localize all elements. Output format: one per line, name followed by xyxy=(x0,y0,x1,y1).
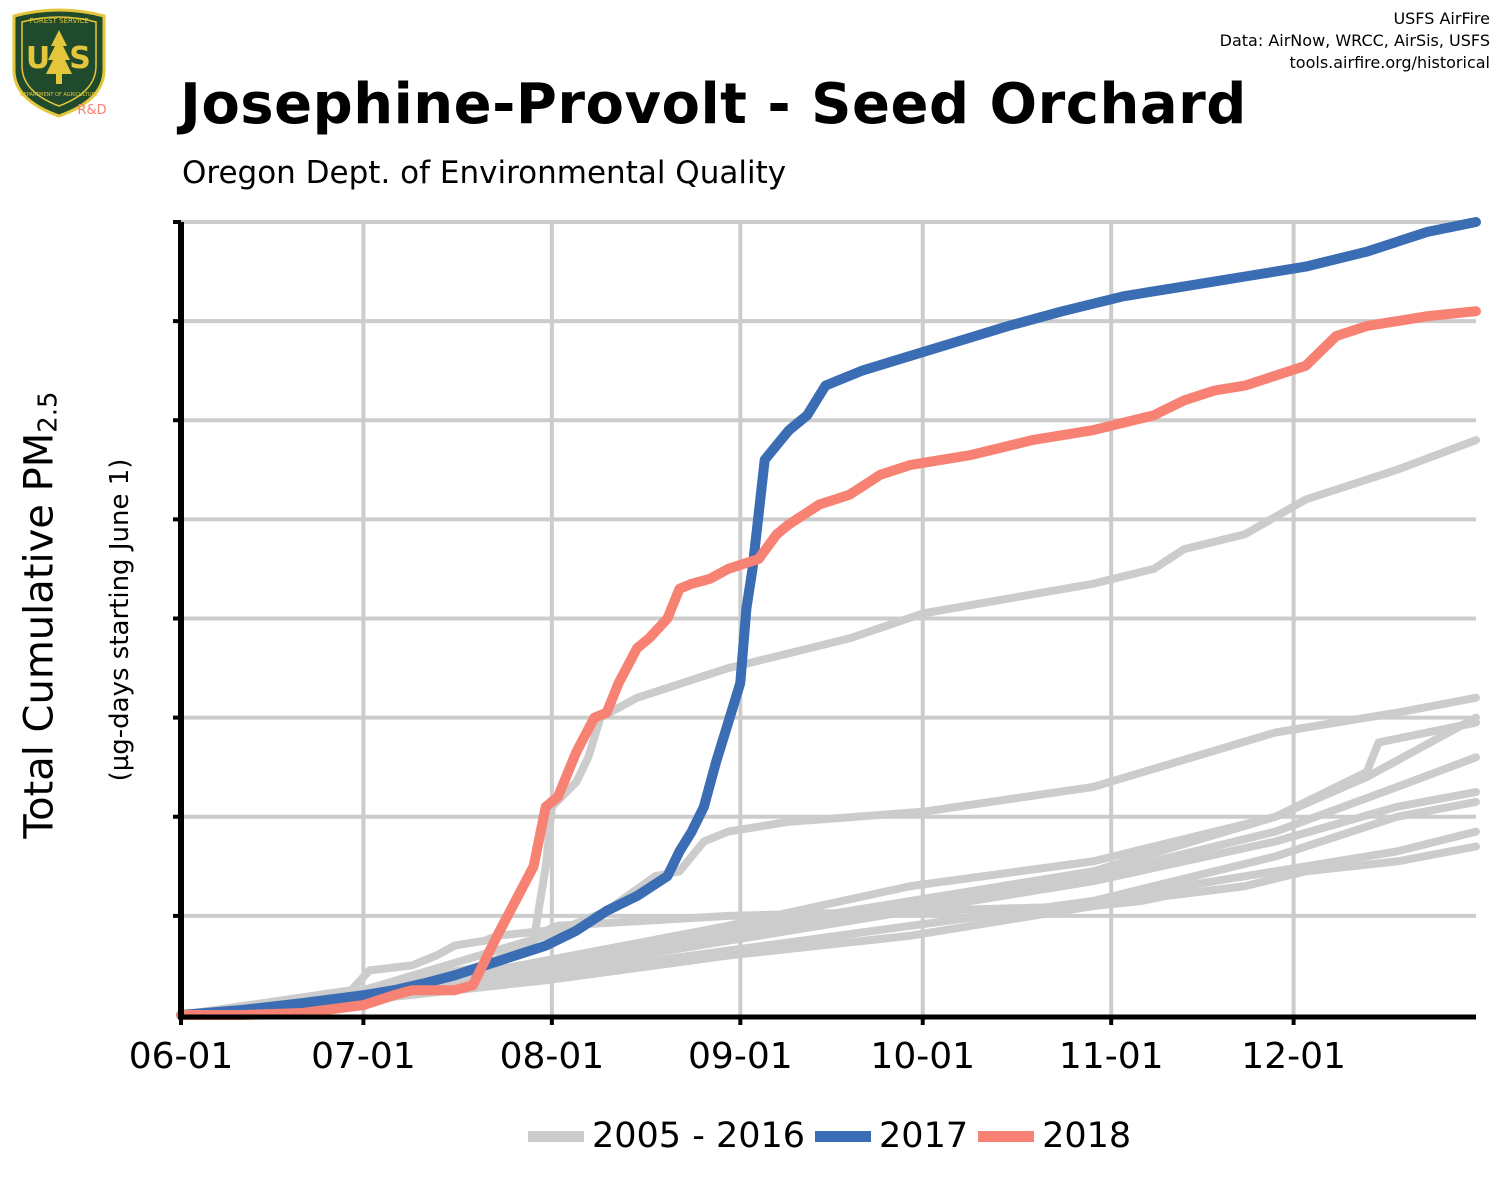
credit-line-3: tools.airfire.org/historical xyxy=(1289,53,1490,72)
series-line-history-5 xyxy=(177,753,1480,1019)
credit-line-1: USFS AirFire xyxy=(1393,9,1490,28)
legend-label-2017: 2017 xyxy=(879,1116,969,1156)
series-line-history-8 xyxy=(177,827,1480,1019)
chart-subtitle: Oregon Dept. of Environmental Quality xyxy=(182,155,787,191)
logo-bottom-text: DEPARTMENT OF AGRICULTURE xyxy=(20,92,98,98)
legend-swatch-2017 xyxy=(815,1130,872,1142)
legend-swatch-2018 xyxy=(978,1130,1035,1142)
series-line-history-0 xyxy=(177,842,1480,1019)
grid-layer xyxy=(181,220,1476,1015)
x-tick-label-3: 09-01 xyxy=(688,1036,793,1077)
x-tick-label-1: 07-01 xyxy=(311,1036,416,1077)
legend-item-2018: 2018 xyxy=(978,1116,1131,1156)
logo-top-text: FOREST SERVICE xyxy=(29,17,88,25)
logo-letter-u: U xyxy=(26,41,50,76)
legend-label-history: 2005 - 2016 xyxy=(592,1116,806,1156)
x-tick-label-0: 06-01 xyxy=(129,1036,234,1077)
credit-line-2: Data: AirNow, WRCC, AirSis, USFS xyxy=(1219,31,1490,50)
legend: 2005 - 2016 2017 2018 xyxy=(528,1113,1141,1159)
series-layer xyxy=(176,217,1481,1020)
tree-icon xyxy=(46,30,72,84)
chart-title: Josephine-Provolt - Seed Orchard xyxy=(180,72,1247,137)
axis-layer: 06-01 07-01 08-01 09-01 10-01 11-01 12-01 xyxy=(129,220,1476,1077)
legend-item-2017: 2017 xyxy=(815,1116,968,1156)
x-tick-label-2: 08-01 xyxy=(500,1036,605,1077)
logo-letter-s: S xyxy=(69,41,91,76)
legend-item-history: 2005 - 2016 xyxy=(528,1116,805,1156)
x-tick-label-5: 11-01 xyxy=(1059,1036,1164,1077)
logo-rd-text: R&D xyxy=(77,103,106,118)
x-tick-label-6: 12-01 xyxy=(1241,1036,1346,1077)
x-tick-label-4: 10-01 xyxy=(870,1036,975,1077)
forest-service-logo: FOREST SERVICE U S DEPARTMENT OF AGRICUL… xyxy=(12,8,107,118)
series-line-history-1 xyxy=(177,436,1480,1019)
credits: USFS AirFire Data: AirNow, WRCC, AirSis,… xyxy=(1220,8,1490,74)
series-line-history-2 xyxy=(177,693,1480,1019)
legend-label-2018: 2018 xyxy=(1042,1116,1132,1156)
series-line-y2018-10 xyxy=(176,306,1481,1020)
legend-swatch-history xyxy=(528,1130,584,1142)
series-line-y2017-9 xyxy=(176,217,1481,1020)
